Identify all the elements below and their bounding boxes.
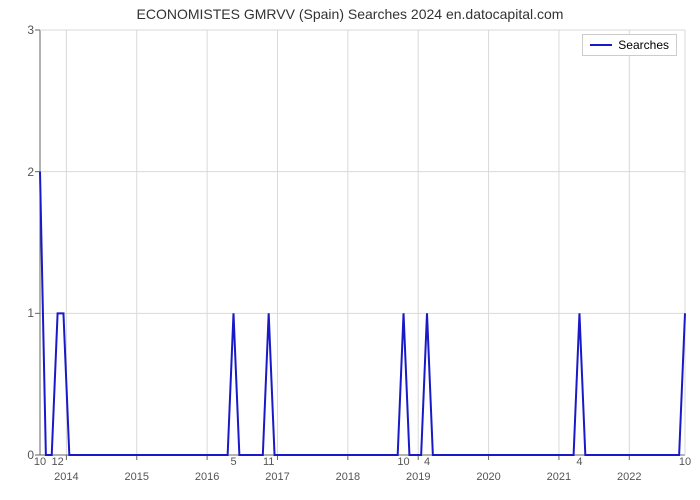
x-tick-label: 2018 xyxy=(336,471,360,483)
data-point-label: 10 xyxy=(397,456,409,468)
y-tick-label: 2 xyxy=(27,165,34,179)
data-point-label: 12 xyxy=(51,456,63,468)
x-tick-label: 2014 xyxy=(54,471,78,483)
x-tick-label: 2022 xyxy=(617,471,641,483)
chart-title: ECONOMISTES GMRVV (Spain) Searches 2024 … xyxy=(0,6,700,22)
data-point-label: 10 xyxy=(679,456,691,468)
y-tick-label: 1 xyxy=(27,306,34,320)
x-tick-label: 2020 xyxy=(476,471,500,483)
legend-swatch xyxy=(590,44,612,46)
chart-plot-area: 0123 20142015201620172018201920202021202… xyxy=(40,30,685,455)
data-point-label: 4 xyxy=(424,456,430,468)
data-point-label: 10 xyxy=(34,456,46,468)
y-tick-label: 3 xyxy=(27,23,34,37)
x-tick-label: 2017 xyxy=(265,471,289,483)
data-point-label: 5 xyxy=(230,456,236,468)
x-tick-label: 2019 xyxy=(406,471,430,483)
legend-label: Searches xyxy=(618,38,669,52)
x-tick-label: 2015 xyxy=(125,471,149,483)
chart-legend: Searches xyxy=(582,34,677,56)
data-point-label: 11 xyxy=(263,456,274,468)
x-tick-label: 2021 xyxy=(547,471,571,483)
x-tick-label: 2016 xyxy=(195,471,219,483)
data-point-label: 4 xyxy=(576,456,582,468)
chart-svg xyxy=(40,30,685,455)
